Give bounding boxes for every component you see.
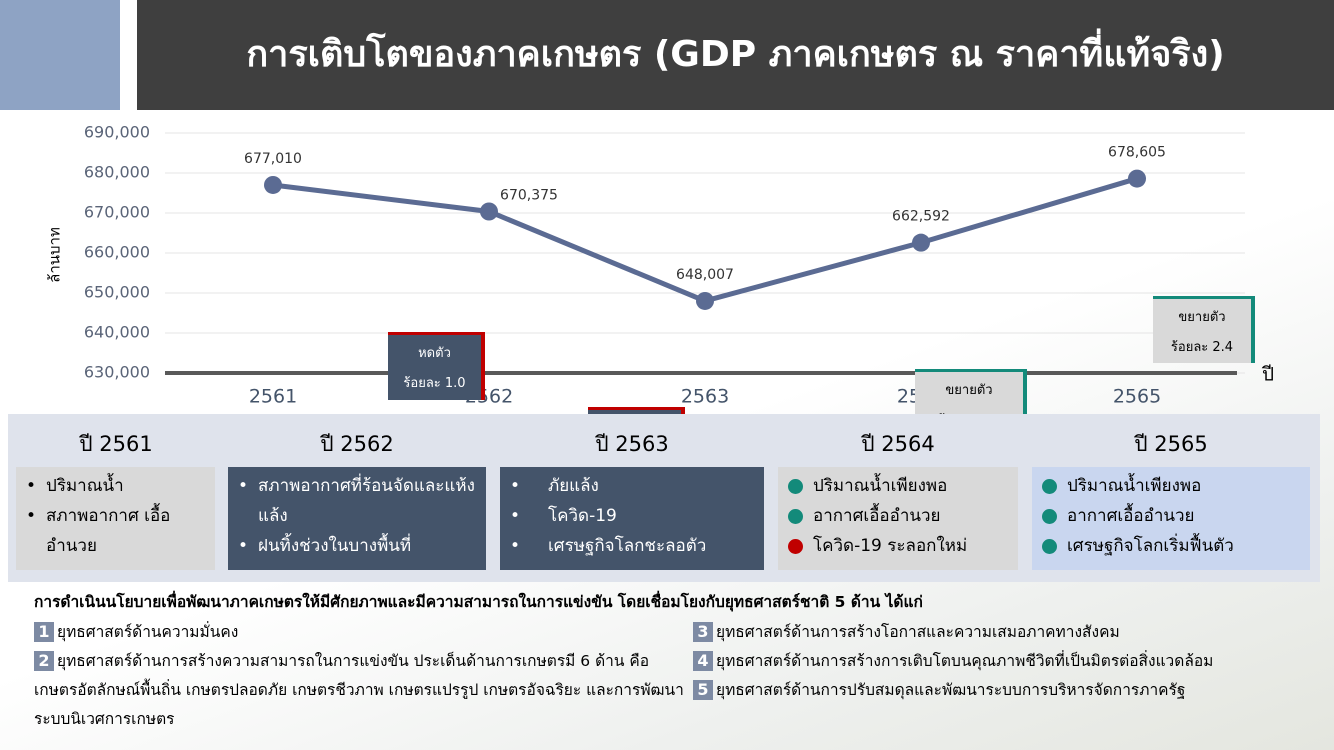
policy-text: ยุทธศาสตร์ด้านการสร้างโอกาสและความเสมอภา… [716, 623, 1120, 641]
y-tick-label: 650,000 [84, 283, 150, 302]
year-title: ปี 2565 [1134, 432, 1208, 456]
data-label: 678,605 [1108, 145, 1166, 161]
annotation: หดตัวร้อยละ 1.0 [388, 332, 485, 400]
factor: ปริมาณน้ำเพียงพอ [813, 476, 948, 496]
year-title: ปี 2562 [320, 432, 394, 456]
chart: ล้านบาท ปี 630,000 640,000 650,000 660,000 6… [46, 123, 1275, 408]
year-title: ปี 2561 [79, 432, 153, 456]
data-point [912, 233, 930, 252]
y-tick-label: 690,000 [84, 123, 150, 142]
factor: โควิด-19 ระลอกใหม่ [813, 536, 968, 556]
policy-number: 4 [693, 651, 713, 671]
data-point [696, 291, 714, 310]
data-point [480, 202, 498, 221]
y-tick-label: 680,000 [84, 163, 150, 182]
year-panel: ปี 2561 ปี 2562 ปี 2563 ปี 2564 ปี 2565 … [8, 414, 1320, 582]
annotation-line: ขยายตัว [1178, 310, 1226, 325]
policy-text: ยุทธศาสตร์ด้านความมั่นคง [57, 623, 239, 641]
factor: สภาพอากาศ เอื้ออำนวย [46, 506, 171, 556]
factor: ฝนทิ้งช่วงในบางพื้นที่ [258, 536, 412, 556]
factor: เศรษฐกิจโลกชะลอตัว [548, 536, 707, 556]
data-point [264, 175, 282, 194]
policy-text: ยุทธศาสตร์ด้านการปรับสมดุลและพัฒนาระบบกา… [716, 681, 1186, 699]
y-tick-label: 640,000 [84, 323, 150, 342]
data-label: 677,010 [244, 151, 302, 167]
year-title: ปี 2564 [861, 432, 935, 456]
factor: ปริมาณน้ำ [46, 476, 124, 496]
annotation-line: ร้อยละ 1.0 [403, 376, 466, 391]
data-label: 648,007 [676, 267, 734, 283]
policy-column: 3 ยุทธศาสตร์ด้านการสร้างโอกาสและความเสมอภ… [693, 618, 1323, 705]
page-title: การเติบโตของภาคเกษตร (GDP ภาคเกษตร ณ ราค… [137, 0, 1334, 110]
y-tick-label: 630,000 [84, 363, 150, 382]
factor: อากาศเอื้ออำนวย [813, 506, 941, 526]
factor-box: • สภาพอากาศที่ร้อนจัดและแห้งแล้ง • ฝนทิ้งช… [228, 467, 486, 570]
factor-box: ปริมาณน้ำเพียงพอ อากาศเอื้ออำนวย โควิด-1… [778, 467, 1018, 570]
policy-number: 1 [34, 622, 54, 642]
factor-box: ปริมาณน้ำเพียงพอ อากาศเอื้ออำนวย เศรษฐกิ… [1032, 467, 1310, 570]
policy-text: ยุทธศาสตร์ด้านการสร้างความสามารถในการแข่… [34, 652, 684, 728]
policy-column: 1 ยุทธศาสตร์ด้านความมั่นคง 2 ยุทธศาสตร์ด้า… [34, 618, 684, 734]
annotation-line: หดตัว [418, 346, 451, 361]
data-label: 662,592 [892, 209, 950, 225]
x-tick-label: 2563 [681, 386, 729, 408]
factor: เศรษฐกิจโลกเริ่มฟื้นตัว [1067, 536, 1234, 556]
annotation-line: ร้อยละ 2.4 [1170, 340, 1234, 355]
x-tick-label: 2565 [1113, 386, 1161, 408]
policy-heading: การดำเนินนโยบายเพื่อพัฒนาภาคเกษตรให้มีศั… [34, 593, 923, 611]
y-axis-label: ล้านบาท [46, 227, 64, 283]
factor-box: • ภัยแล้ง • โควิด-19 • เศรษฐกิจโลกชะลอตัว [500, 467, 764, 570]
y-tick-label: 660,000 [84, 243, 150, 262]
data-point [1128, 169, 1146, 188]
factor: อากาศเอื้ออำนวย [1067, 506, 1195, 526]
annotation: ขยายตัวร้อยละ 2.4 [1153, 296, 1255, 363]
header-accent [0, 0, 120, 110]
policy-number: 5 [693, 680, 713, 700]
data-label: 670,375 [500, 188, 558, 204]
factor: ภัยแล้ง [548, 476, 599, 496]
policy-text: ยุทธศาสตร์ด้านการสร้างการเติบโตบนคุณภาพช… [716, 652, 1214, 670]
factor: สภาพอากาศที่ร้อนจัดและแห้งแล้ง [258, 476, 475, 526]
factor: ปริมาณน้ำเพียงพอ [1067, 476, 1202, 496]
x-axis-label: ปี [1261, 364, 1274, 386]
y-tick-label: 670,000 [84, 203, 150, 222]
factor: โควิด-19 [548, 506, 617, 526]
policy-number: 2 [34, 651, 54, 671]
x-tick-label: 2561 [249, 386, 297, 408]
factor-box: • ปริมาณน้ำ • สภาพอากาศ เอื้ออำนวย [16, 467, 215, 570]
annotation-line: ขยายตัว [945, 383, 993, 398]
policy-number: 3 [693, 622, 713, 642]
year-title: ปี 2563 [595, 432, 669, 456]
